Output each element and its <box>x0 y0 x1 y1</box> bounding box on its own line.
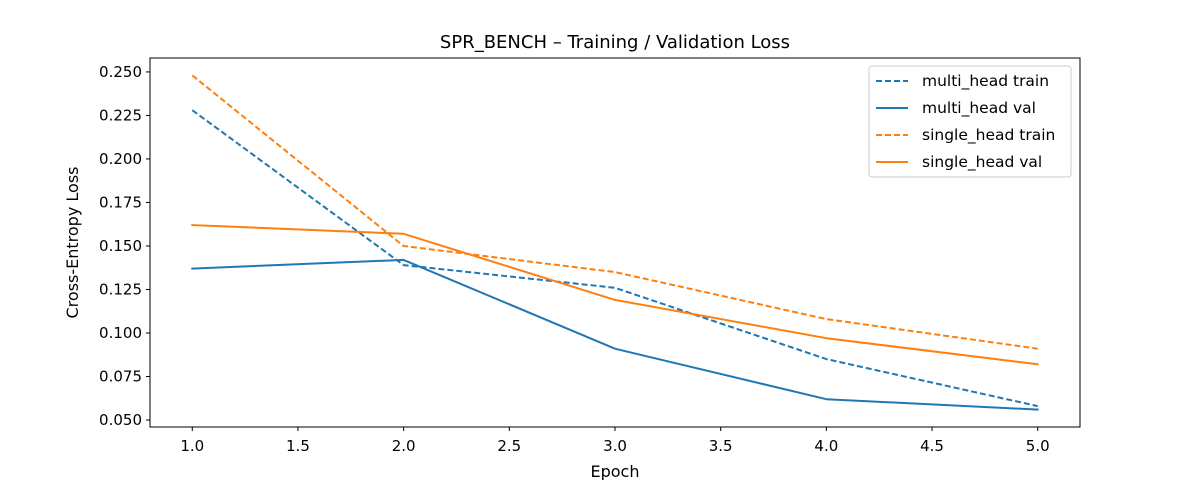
ticks-layer: 1.0 1.5 2.0 2.5 3.0 3.5 4.0 4.5 5.0 0.050 0.075 0.1… <box>99 63 1050 455</box>
series-layer <box>191 74 1039 411</box>
series-line-single-head-train <box>191 74 1038 350</box>
y-axis-label: Cross-Entropy Loss <box>63 167 82 319</box>
y-tick-label: 0.075 <box>99 368 142 386</box>
legend-label: multi_head val <box>922 99 1036 118</box>
series-line-multi-head-val <box>191 258 1039 411</box>
legend: multi_head train multi_head val single_hea… <box>868 65 1072 178</box>
x-tick-label: 2.0 <box>392 437 416 455</box>
x-tick-label: 3.0 <box>603 437 627 455</box>
x-tick-label: 5.0 <box>1026 437 1050 455</box>
plot-area-frame <box>149 57 1081 428</box>
legend-label: multi_head train <box>922 72 1049 91</box>
y-tick-label: 0.200 <box>99 150 142 168</box>
y-tick-label: 0.225 <box>99 106 142 124</box>
y-tick-label: 0.250 <box>99 63 142 81</box>
y-tick-label: 0.050 <box>99 411 142 429</box>
series-line-single-head-val <box>191 224 1039 366</box>
series-line-multi-head-train <box>191 109 1038 408</box>
y-tick-label: 0.100 <box>99 324 142 342</box>
x-axis-label: Epoch <box>591 462 640 480</box>
chart-title: SPR_BENCH – Training / Validation Loss <box>440 32 790 53</box>
legend-label: single_head train <box>922 126 1055 145</box>
x-tick-label: 3.5 <box>709 437 733 455</box>
legend-label: single_head val <box>922 153 1042 172</box>
x-tick-label: 1.5 <box>286 437 310 455</box>
legend-box <box>868 65 1072 178</box>
x-tick-label: 2.5 <box>497 437 521 455</box>
y-tick-label: 0.175 <box>99 193 142 211</box>
x-tick-label: 4.0 <box>814 437 838 455</box>
y-tick-label: 0.125 <box>99 280 142 298</box>
x-tick-label: 4.5 <box>920 437 944 455</box>
x-tick-label: 1.0 <box>180 437 204 455</box>
y-tick-label: 0.150 <box>99 237 142 255</box>
